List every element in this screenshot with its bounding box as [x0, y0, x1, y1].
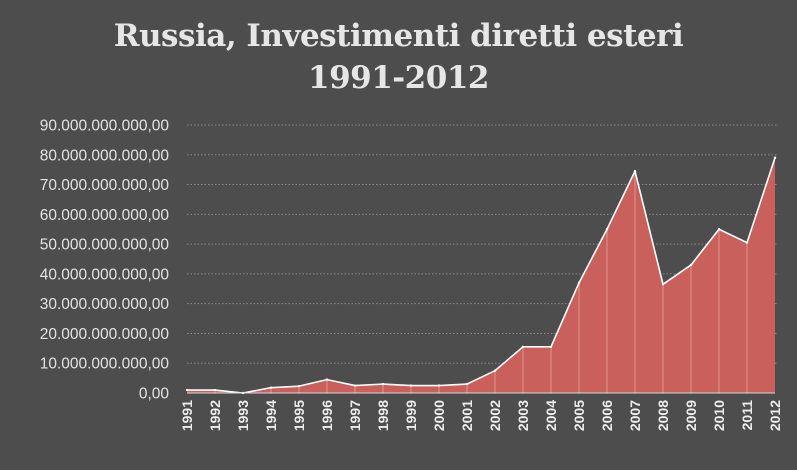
data-point [521, 345, 525, 349]
x-tick-label: 1999 [403, 400, 419, 431]
x-tick-label: 1993 [235, 400, 251, 431]
y-tick-label: 40.000.000.000,00 [40, 266, 170, 283]
x-tick-label: 2008 [655, 400, 671, 431]
y-tick-label: 60.000.000.000,00 [40, 207, 170, 224]
chart-title-line-2: 1991-2012 [308, 60, 489, 96]
data-point [689, 263, 693, 267]
area-series [187, 157, 775, 393]
series-line [187, 157, 776, 394]
data-point [269, 386, 273, 389]
x-tick-label: 1997 [347, 400, 363, 431]
data-point [409, 384, 413, 387]
x-tick-label: 2003 [515, 400, 531, 431]
x-tick-label: 2000 [431, 400, 447, 431]
data-point [577, 281, 581, 285]
y-tick-label: 20.000.000.000,00 [40, 326, 170, 343]
data-point [213, 388, 217, 392]
data-point [493, 369, 497, 372]
data-point [353, 384, 357, 387]
data-point [437, 384, 441, 387]
x-tick-label: 2010 [711, 400, 727, 431]
data-point [745, 241, 749, 244]
x-tick-label: 2012 [767, 400, 783, 431]
x-tick-label: 2002 [487, 400, 503, 431]
x-tick-label: 1995 [291, 400, 307, 431]
x-tick-label: 1992 [207, 400, 223, 431]
x-tick-label: 1994 [263, 400, 279, 431]
y-tick-label: 50.000.000.000,00 [40, 237, 170, 254]
data-point [633, 169, 637, 173]
y-tick-label: 10.000.000.000,00 [40, 356, 170, 373]
x-tick-label: 2004 [543, 400, 559, 431]
x-tick-label: 1991 [179, 400, 195, 431]
data-point [297, 384, 301, 388]
data-point [773, 156, 777, 159]
x-tick-label: 1996 [319, 400, 335, 431]
data-point [465, 382, 469, 386]
y-tick-label: 0,00 [139, 386, 170, 403]
x-tick-label: 2001 [459, 400, 475, 431]
x-tick-label: 2005 [571, 400, 587, 431]
y-tick-label: 90.000.000.000,00 [40, 118, 170, 135]
data-point [661, 283, 665, 286]
x-tick-label: 2006 [599, 400, 615, 431]
data-point [605, 228, 609, 231]
data-point [185, 388, 189, 392]
data-point [381, 382, 385, 386]
data-point [717, 228, 721, 231]
x-tick-label: 2007 [627, 400, 643, 431]
x-tick-label: 2011 [739, 400, 755, 431]
x-tick-label: 2009 [683, 400, 699, 431]
y-tick-label: 30.000.000.000,00 [40, 296, 170, 313]
data-point [325, 378, 329, 381]
y-tick-label: 80.000.000.000,00 [40, 147, 170, 164]
data-point [549, 345, 553, 349]
y-tick-label: 70.000.000.000,00 [40, 177, 170, 194]
chart-title-line-1: Russia, Investimenti diretti esteri [113, 18, 684, 54]
x-tick-label: 1998 [375, 400, 391, 431]
